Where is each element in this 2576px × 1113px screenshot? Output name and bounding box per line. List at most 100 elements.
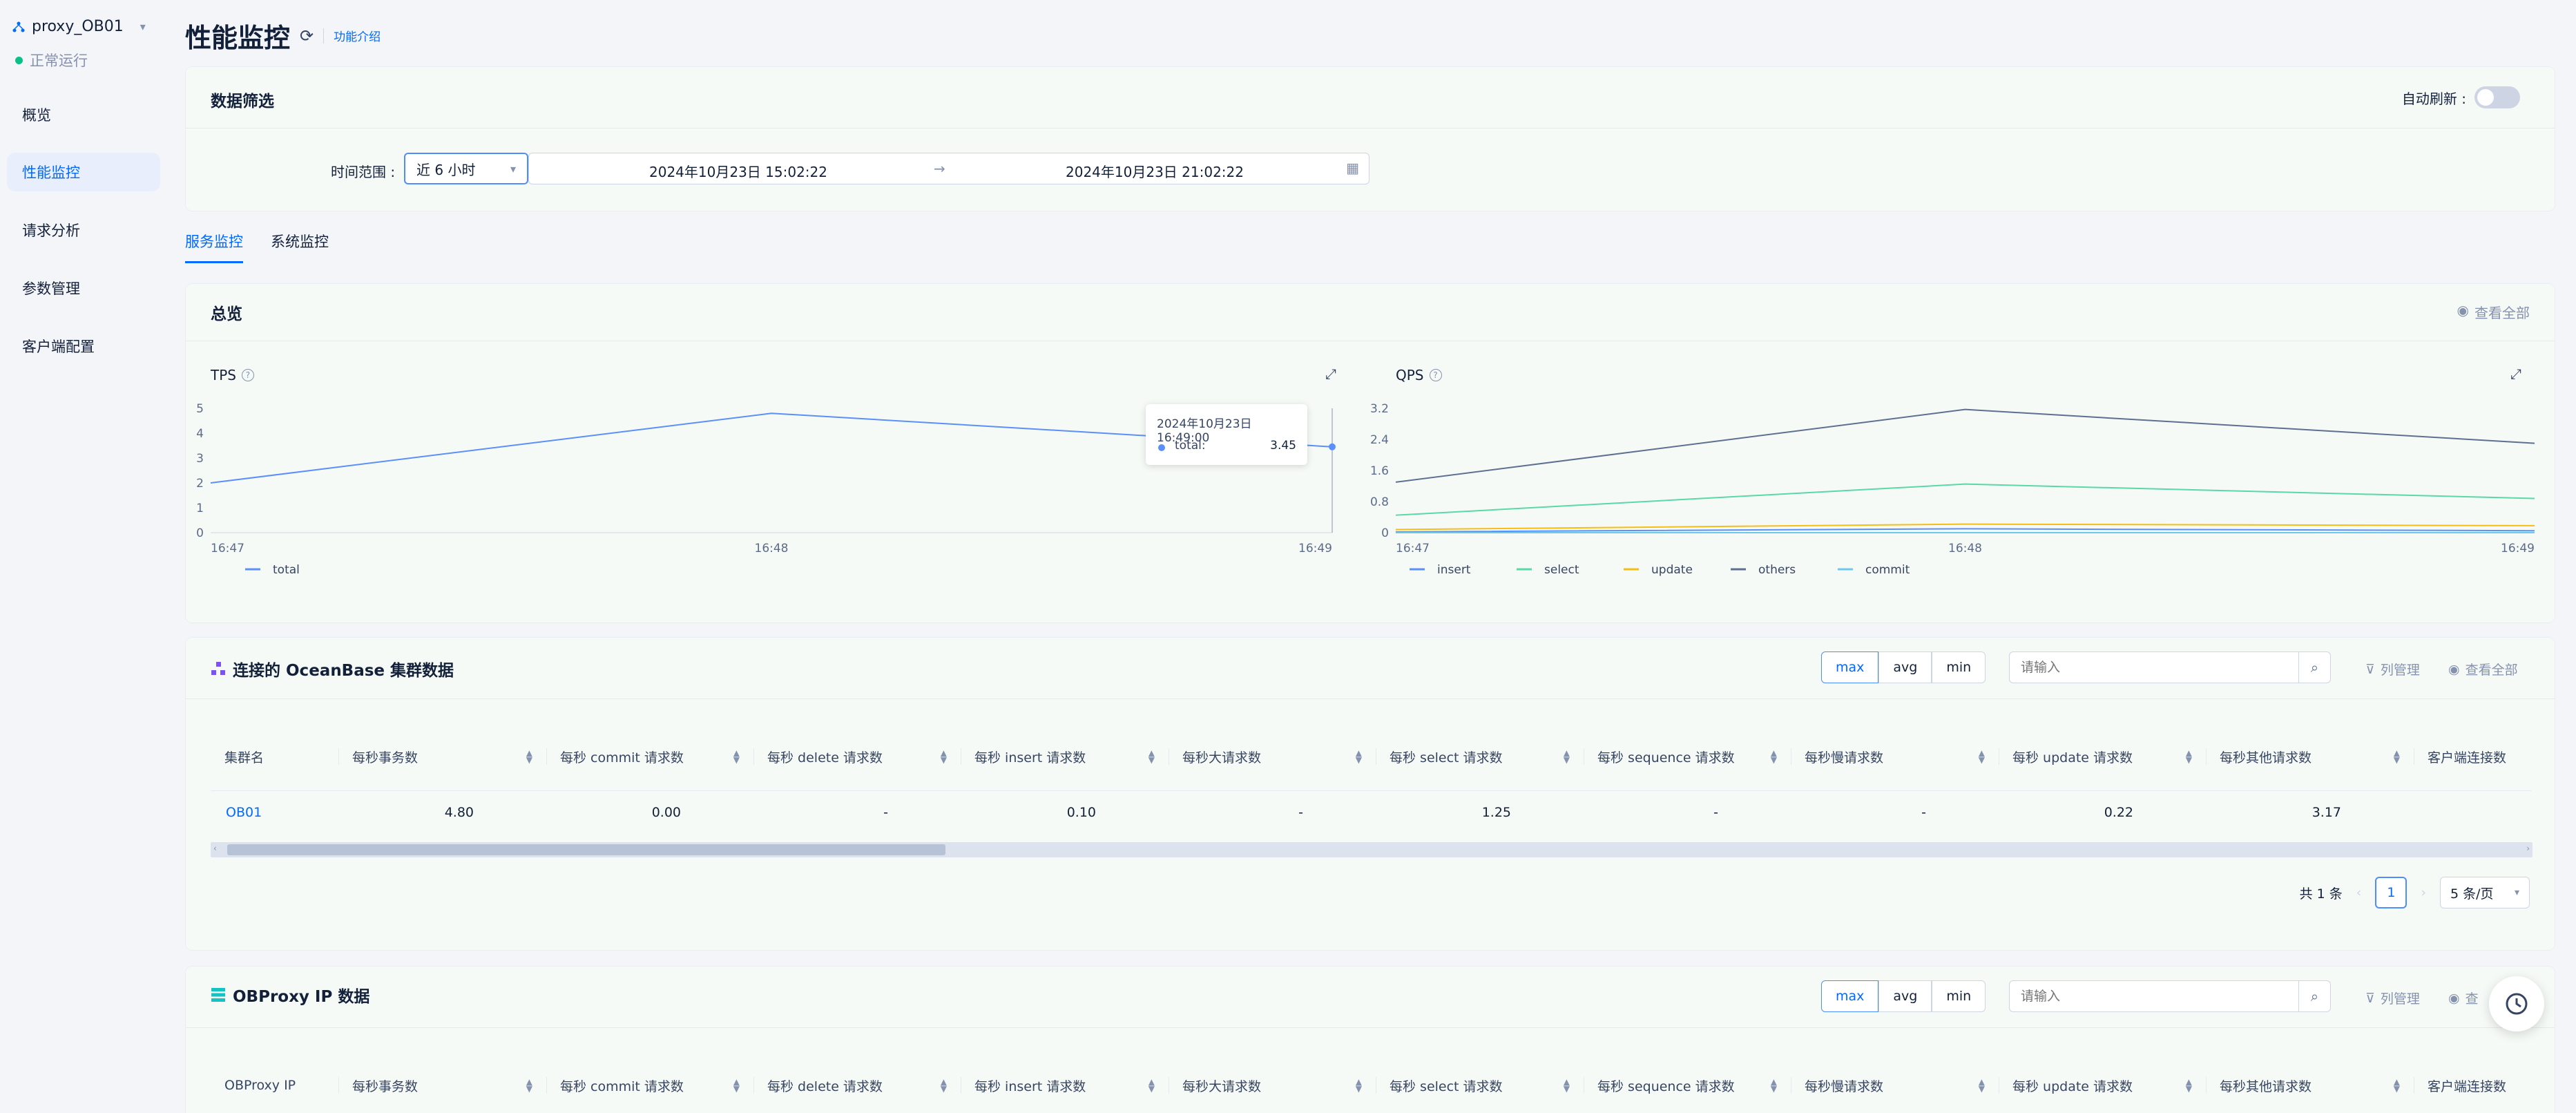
- date-range-picker[interactable]: 2024年10月23日 15:02:22 → 2024年10月23日 21:02…: [528, 153, 1369, 184]
- sort-icon[interactable]: ▲ ▼: [940, 748, 947, 765]
- sort-icon[interactable]: ▲ ▼: [2393, 1077, 2400, 1094]
- page-size-select[interactable]: 5 条/页 ▾: [2440, 877, 2530, 909]
- sort-icon[interactable]: ▲ ▼: [1978, 1077, 1985, 1094]
- column-header[interactable]: 每秒 select 请求数 ▲ ▼: [1376, 1051, 1584, 1113]
- range-start[interactable]: 2024年10月23日 15:02:22: [649, 164, 827, 180]
- help-icon[interactable]: ?: [1429, 369, 1442, 381]
- server-icon: [211, 988, 225, 1002]
- nav-item-performance[interactable]: 性能监控: [7, 153, 160, 191]
- column-header[interactable]: 每秒其他请求数 ▲ ▼: [2206, 1051, 2414, 1113]
- calendar-icon[interactable]: ▦: [1346, 160, 1359, 176]
- y-tick-label: 0.8: [1371, 495, 1389, 509]
- filter-icon: ⊽: [2365, 661, 2375, 677]
- sort-icon[interactable]: ▲ ▼: [1563, 1077, 1570, 1094]
- column-header[interactable]: 每秒 delete 请求数 ▲ ▼: [753, 1051, 961, 1113]
- search-icon[interactable]: ⌕: [2298, 981, 2330, 1011]
- time-range-select[interactable]: 近 6 小时 ▾: [404, 153, 528, 184]
- nav-item-client-config[interactable]: 客户端配置: [7, 327, 160, 365]
- column-header[interactable]: 每秒慢请求数 ▲ ▼: [1791, 722, 1999, 791]
- column-manage-button[interactable]: ⊽ 列管理: [2365, 660, 2420, 678]
- app-name: proxy_OB01: [32, 18, 124, 35]
- view-all-link[interactable]: ◉ 查看全部: [2457, 302, 2530, 322]
- app-switcher[interactable]: proxy_OB01 ▾: [12, 18, 146, 35]
- column-header[interactable]: 集群名: [211, 722, 338, 791]
- scroll-right-icon[interactable]: ›: [2526, 844, 2530, 853]
- stat-mode-group: max avg min: [1821, 651, 1986, 683]
- help-icon[interactable]: ?: [241, 369, 254, 381]
- column-header[interactable]: 客户端连接数: [2414, 722, 2531, 791]
- mode-avg-button[interactable]: avg: [1878, 980, 1932, 1012]
- sort-icon[interactable]: ▲ ▼: [1563, 748, 1570, 765]
- column-header[interactable]: 每秒 update 请求数 ▲ ▼: [1999, 1051, 2206, 1113]
- mode-max-button[interactable]: max: [1821, 980, 1879, 1012]
- search-icon[interactable]: ⌕: [2298, 652, 2330, 683]
- column-header[interactable]: 每秒 commit 请求数 ▲ ▼: [546, 722, 753, 791]
- expand-icon[interactable]: ⤢: [1325, 365, 1336, 382]
- refresh-icon[interactable]: ⟳: [300, 26, 314, 46]
- tab-service-monitor[interactable]: 服务监控: [185, 231, 243, 263]
- column-header-label: 每秒 insert 请求数: [974, 1078, 1086, 1094]
- next-page-icon[interactable]: ›: [2421, 885, 2426, 900]
- auto-refresh-toggle[interactable]: [2474, 86, 2520, 108]
- expand-icon[interactable]: ⤢: [2510, 365, 2521, 382]
- cluster-name-link[interactable]: OB01: [226, 805, 262, 820]
- column-header[interactable]: 每秒 select 请求数 ▲ ▼: [1376, 722, 1584, 791]
- column-header[interactable]: 客户端连接数: [2414, 1051, 2531, 1113]
- sort-icon[interactable]: ▲ ▼: [2185, 1077, 2192, 1094]
- nav-item-request-analysis[interactable]: 请求分析: [7, 211, 160, 249]
- sort-icon[interactable]: ▲ ▼: [1770, 1077, 1777, 1094]
- range-end[interactable]: 2024年10月23日 21:02:22: [1066, 164, 1244, 180]
- horizontal-scrollbar[interactable]: ‹ ›: [211, 842, 2532, 857]
- view-all-link[interactable]: ◉ 查: [2448, 989, 2479, 1007]
- page-button[interactable]: 1: [2375, 877, 2407, 909]
- mode-min-button[interactable]: min: [1932, 651, 1986, 683]
- column-header[interactable]: 每秒事务数 ▲ ▼: [338, 722, 546, 791]
- column-header[interactable]: 每秒大请求数 ▲ ▼: [1169, 722, 1376, 791]
- sort-icon[interactable]: ▲ ▼: [1770, 748, 1777, 765]
- mode-min-button[interactable]: min: [1932, 980, 1986, 1012]
- column-header[interactable]: 每秒大请求数 ▲ ▼: [1169, 1051, 1376, 1113]
- sort-icon[interactable]: ▲ ▼: [1148, 748, 1155, 765]
- column-header[interactable]: 每秒 insert 请求数 ▲ ▼: [961, 722, 1169, 791]
- monitor-tabs: 服务监控 系统监控: [185, 231, 329, 263]
- history-button[interactable]: [2489, 976, 2544, 1031]
- mode-avg-button[interactable]: avg: [1878, 651, 1932, 683]
- mode-max-button[interactable]: max: [1821, 651, 1879, 683]
- tab-system-monitor[interactable]: 系统监控: [271, 234, 329, 250]
- column-header[interactable]: 每秒 insert 请求数 ▲ ▼: [961, 1051, 1169, 1113]
- sort-icon[interactable]: ▲ ▼: [1148, 1077, 1155, 1094]
- column-header[interactable]: 每秒 sequence 请求数 ▲ ▼: [1584, 722, 1791, 791]
- sort-icon[interactable]: ▲ ▼: [733, 748, 740, 765]
- column-header[interactable]: 每秒 delete 请求数 ▲ ▼: [753, 722, 961, 791]
- search-input[interactable]: [2010, 660, 2298, 675]
- sort-icon[interactable]: ▲ ▼: [940, 1077, 947, 1094]
- sort-icon[interactable]: ▲ ▼: [2393, 748, 2400, 765]
- column-header-label: 每秒 delete 请求数: [767, 750, 883, 765]
- tps-chart-title: TPS?: [211, 367, 254, 383]
- sort-icon[interactable]: ▲ ▼: [2185, 748, 2192, 765]
- sort-icon[interactable]: ▲ ▼: [1355, 1077, 1362, 1094]
- column-header[interactable]: OBProxy IP: [211, 1051, 338, 1113]
- column-header[interactable]: 每秒 sequence 请求数 ▲ ▼: [1584, 1051, 1791, 1113]
- nav-label: 客户端配置: [22, 339, 95, 355]
- scrollbar-thumb[interactable]: [227, 844, 945, 855]
- nav-item-overview[interactable]: 概览: [7, 95, 160, 134]
- sort-icon[interactable]: ▲ ▼: [1355, 748, 1362, 765]
- column-header[interactable]: 每秒慢请求数 ▲ ▼: [1791, 1051, 1999, 1113]
- column-header[interactable]: 每秒事务数 ▲ ▼: [338, 1051, 546, 1113]
- sort-icon[interactable]: ▲ ▼: [526, 1077, 532, 1094]
- legend-label: others: [1758, 563, 1796, 577]
- prev-page-icon[interactable]: ‹: [2356, 885, 2362, 900]
- search-input[interactable]: [2010, 989, 2298, 1004]
- column-header[interactable]: 每秒其他请求数 ▲ ▼: [2206, 722, 2414, 791]
- sort-icon[interactable]: ▲ ▼: [733, 1077, 740, 1094]
- column-header[interactable]: 每秒 commit 请求数 ▲ ▼: [546, 1051, 753, 1113]
- sort-icon[interactable]: ▲ ▼: [526, 748, 532, 765]
- view-all-link[interactable]: ◉ 查看全部: [2448, 660, 2518, 678]
- column-header[interactable]: 每秒 update 请求数 ▲ ▼: [1999, 722, 2206, 791]
- column-manage-button[interactable]: ⊽ 列管理: [2365, 989, 2420, 1007]
- nav-item-params[interactable]: 参数管理: [7, 269, 160, 307]
- sort-icon[interactable]: ▲ ▼: [1978, 748, 1985, 765]
- intro-link[interactable]: 功能介绍: [334, 30, 381, 44]
- scroll-left-icon[interactable]: ‹: [213, 844, 217, 853]
